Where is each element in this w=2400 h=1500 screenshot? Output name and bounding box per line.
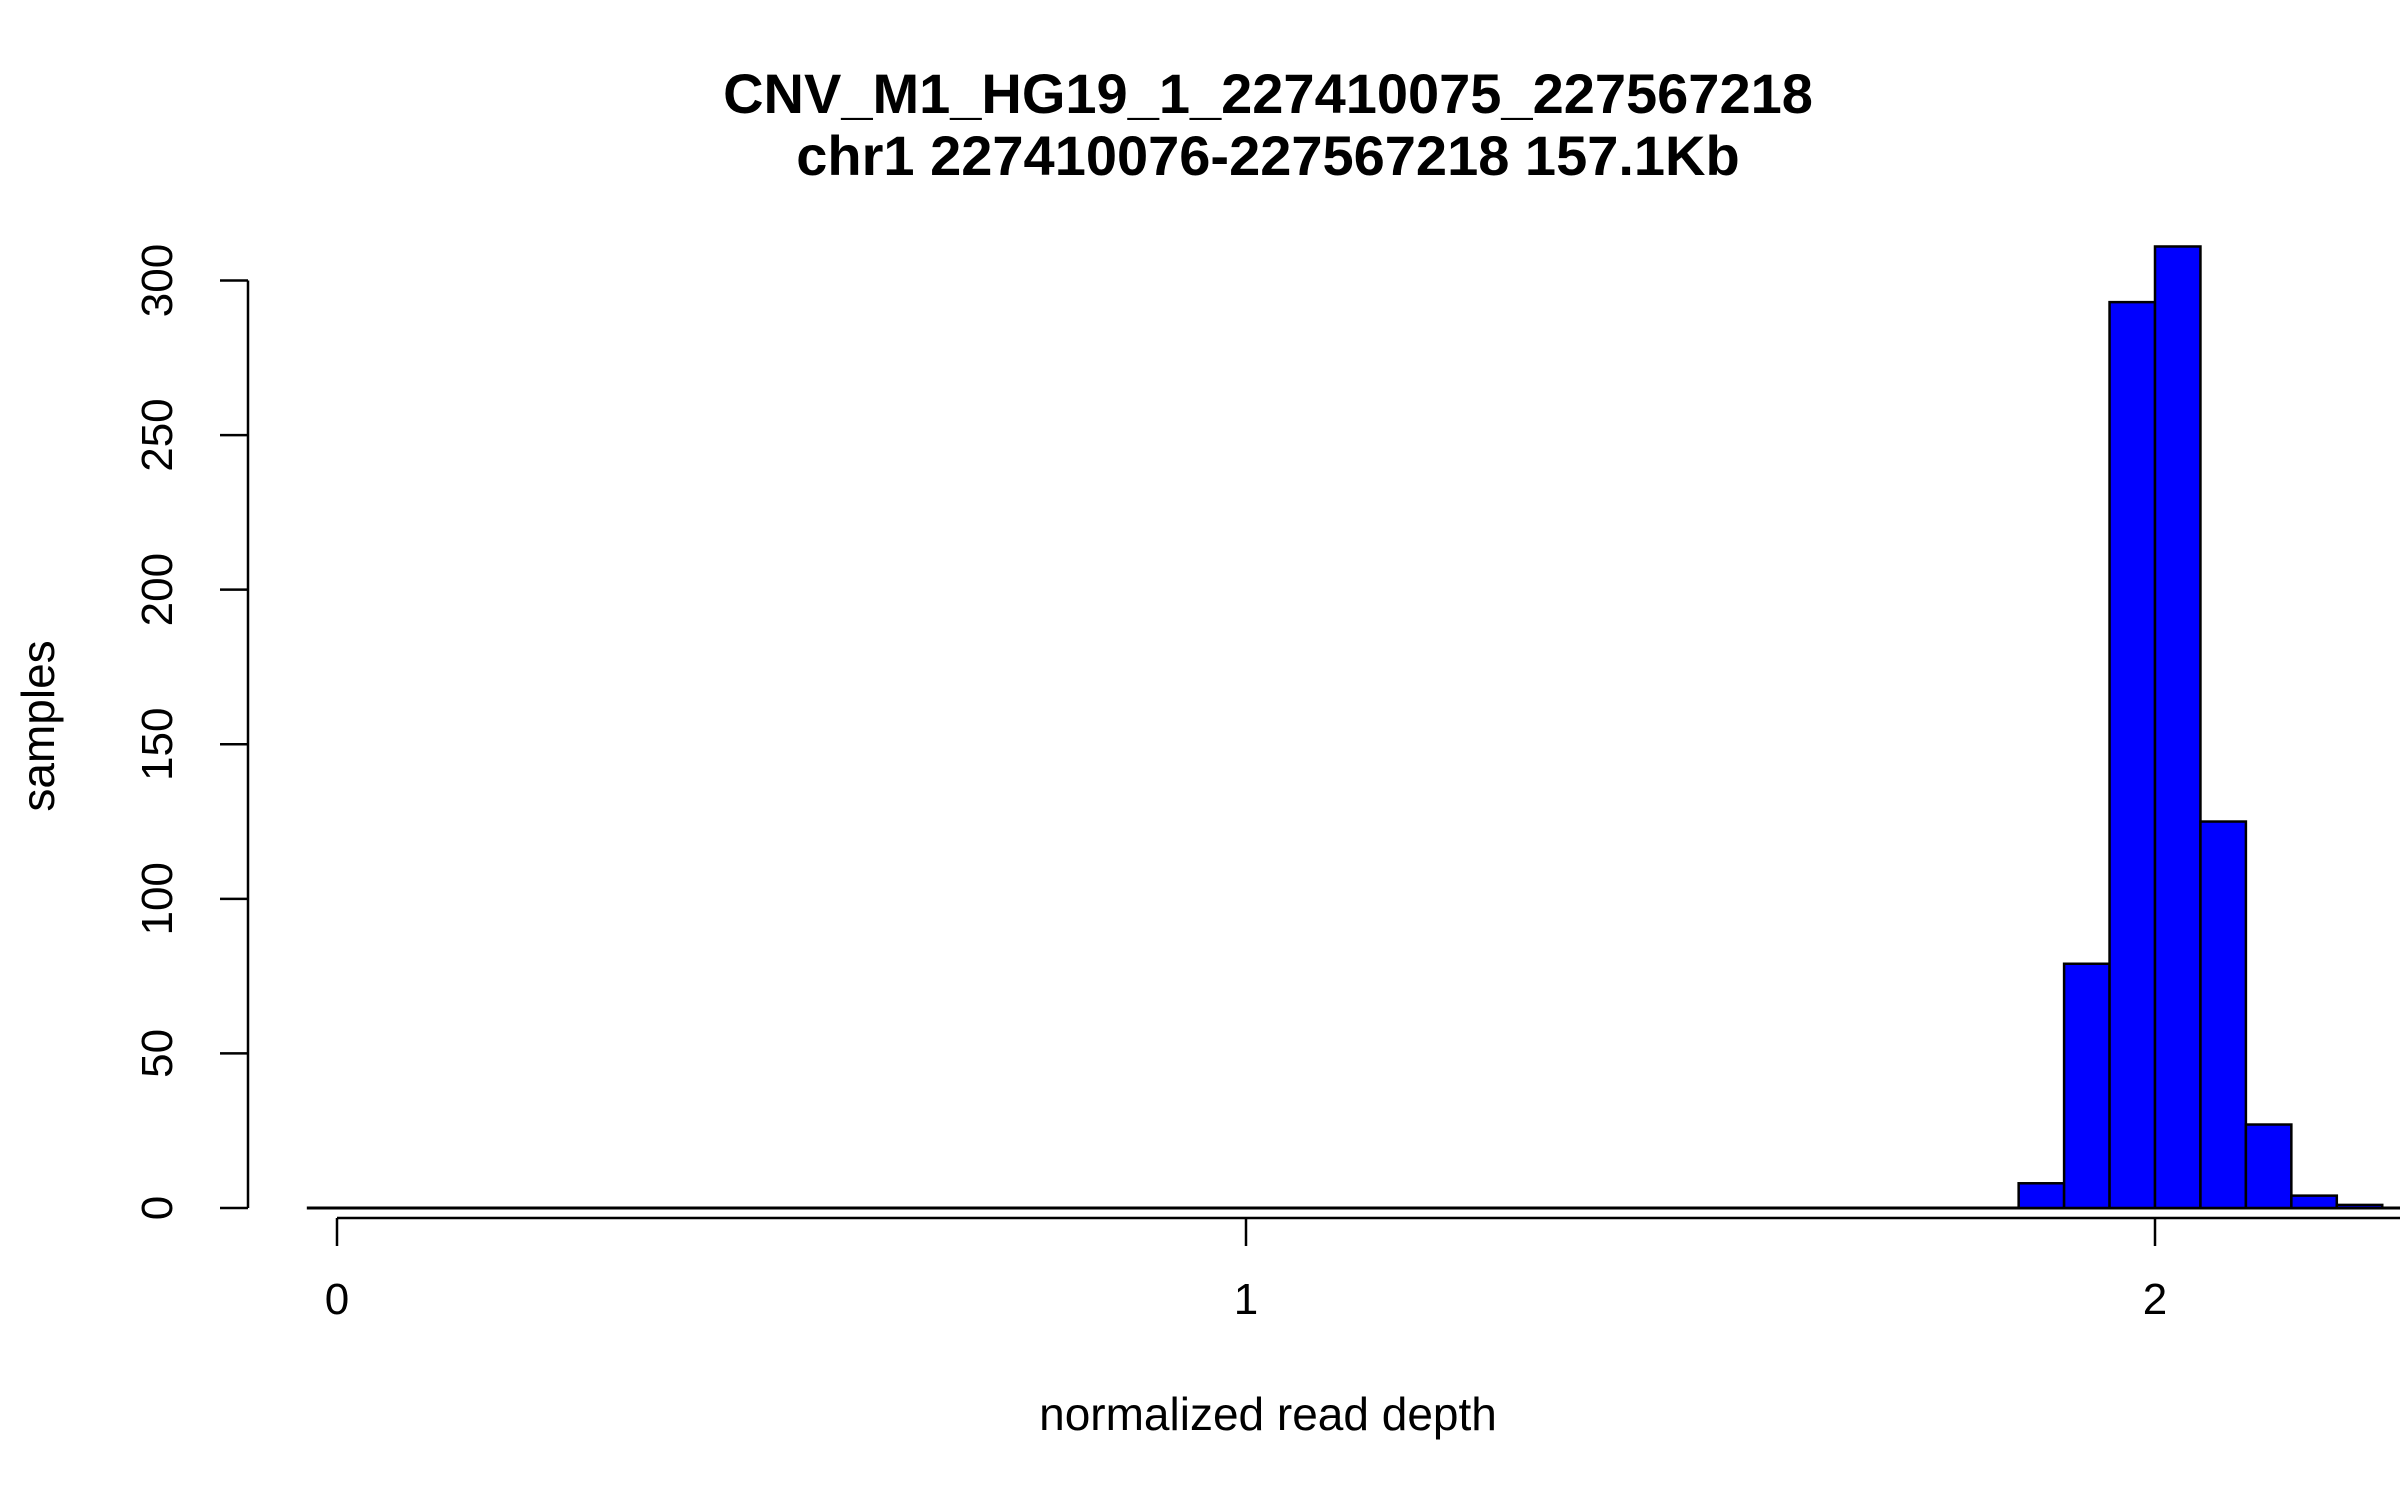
chart-title: CNV_M1_HG19_1_227410075_227567218 [723,62,1813,125]
histogram-bars [306,245,2400,1210]
x-axis: 01234 [325,1216,2400,1324]
y-tick-label: 100 [133,862,182,935]
histogram-bar [2062,962,2111,1210]
y-tick-label: 200 [133,553,182,626]
x-tick-label: 2 [2143,1275,2167,1324]
y-axis: 0 50 100 150 200 250 300 [133,244,250,1220]
y-axis-label: samples [12,640,64,811]
histogram-bar [2244,1123,2293,1210]
x-axis-label: normalized read depth [1039,1388,1497,1440]
y-tick-label: 150 [133,708,182,781]
histogram-bar [2153,245,2202,1210]
y-tick-label: 0 [133,1196,182,1220]
histogram-bar [2335,1203,2384,1210]
histogram-bar [2108,300,2157,1210]
histogram-bar [2199,820,2248,1210]
x-tick-label: 1 [1234,1275,1258,1324]
y-tick-label: 250 [133,398,182,471]
y-tick-label: 300 [133,244,182,317]
x-tick-label: 0 [325,1275,349,1324]
histogram-bar [2017,1182,2066,1210]
y-tick-label: 50 [133,1029,182,1078]
histogram-bar [2290,1194,2339,1210]
chart-subtitle: chr1 227410076-227567218 157.1Kb [796,124,1739,187]
